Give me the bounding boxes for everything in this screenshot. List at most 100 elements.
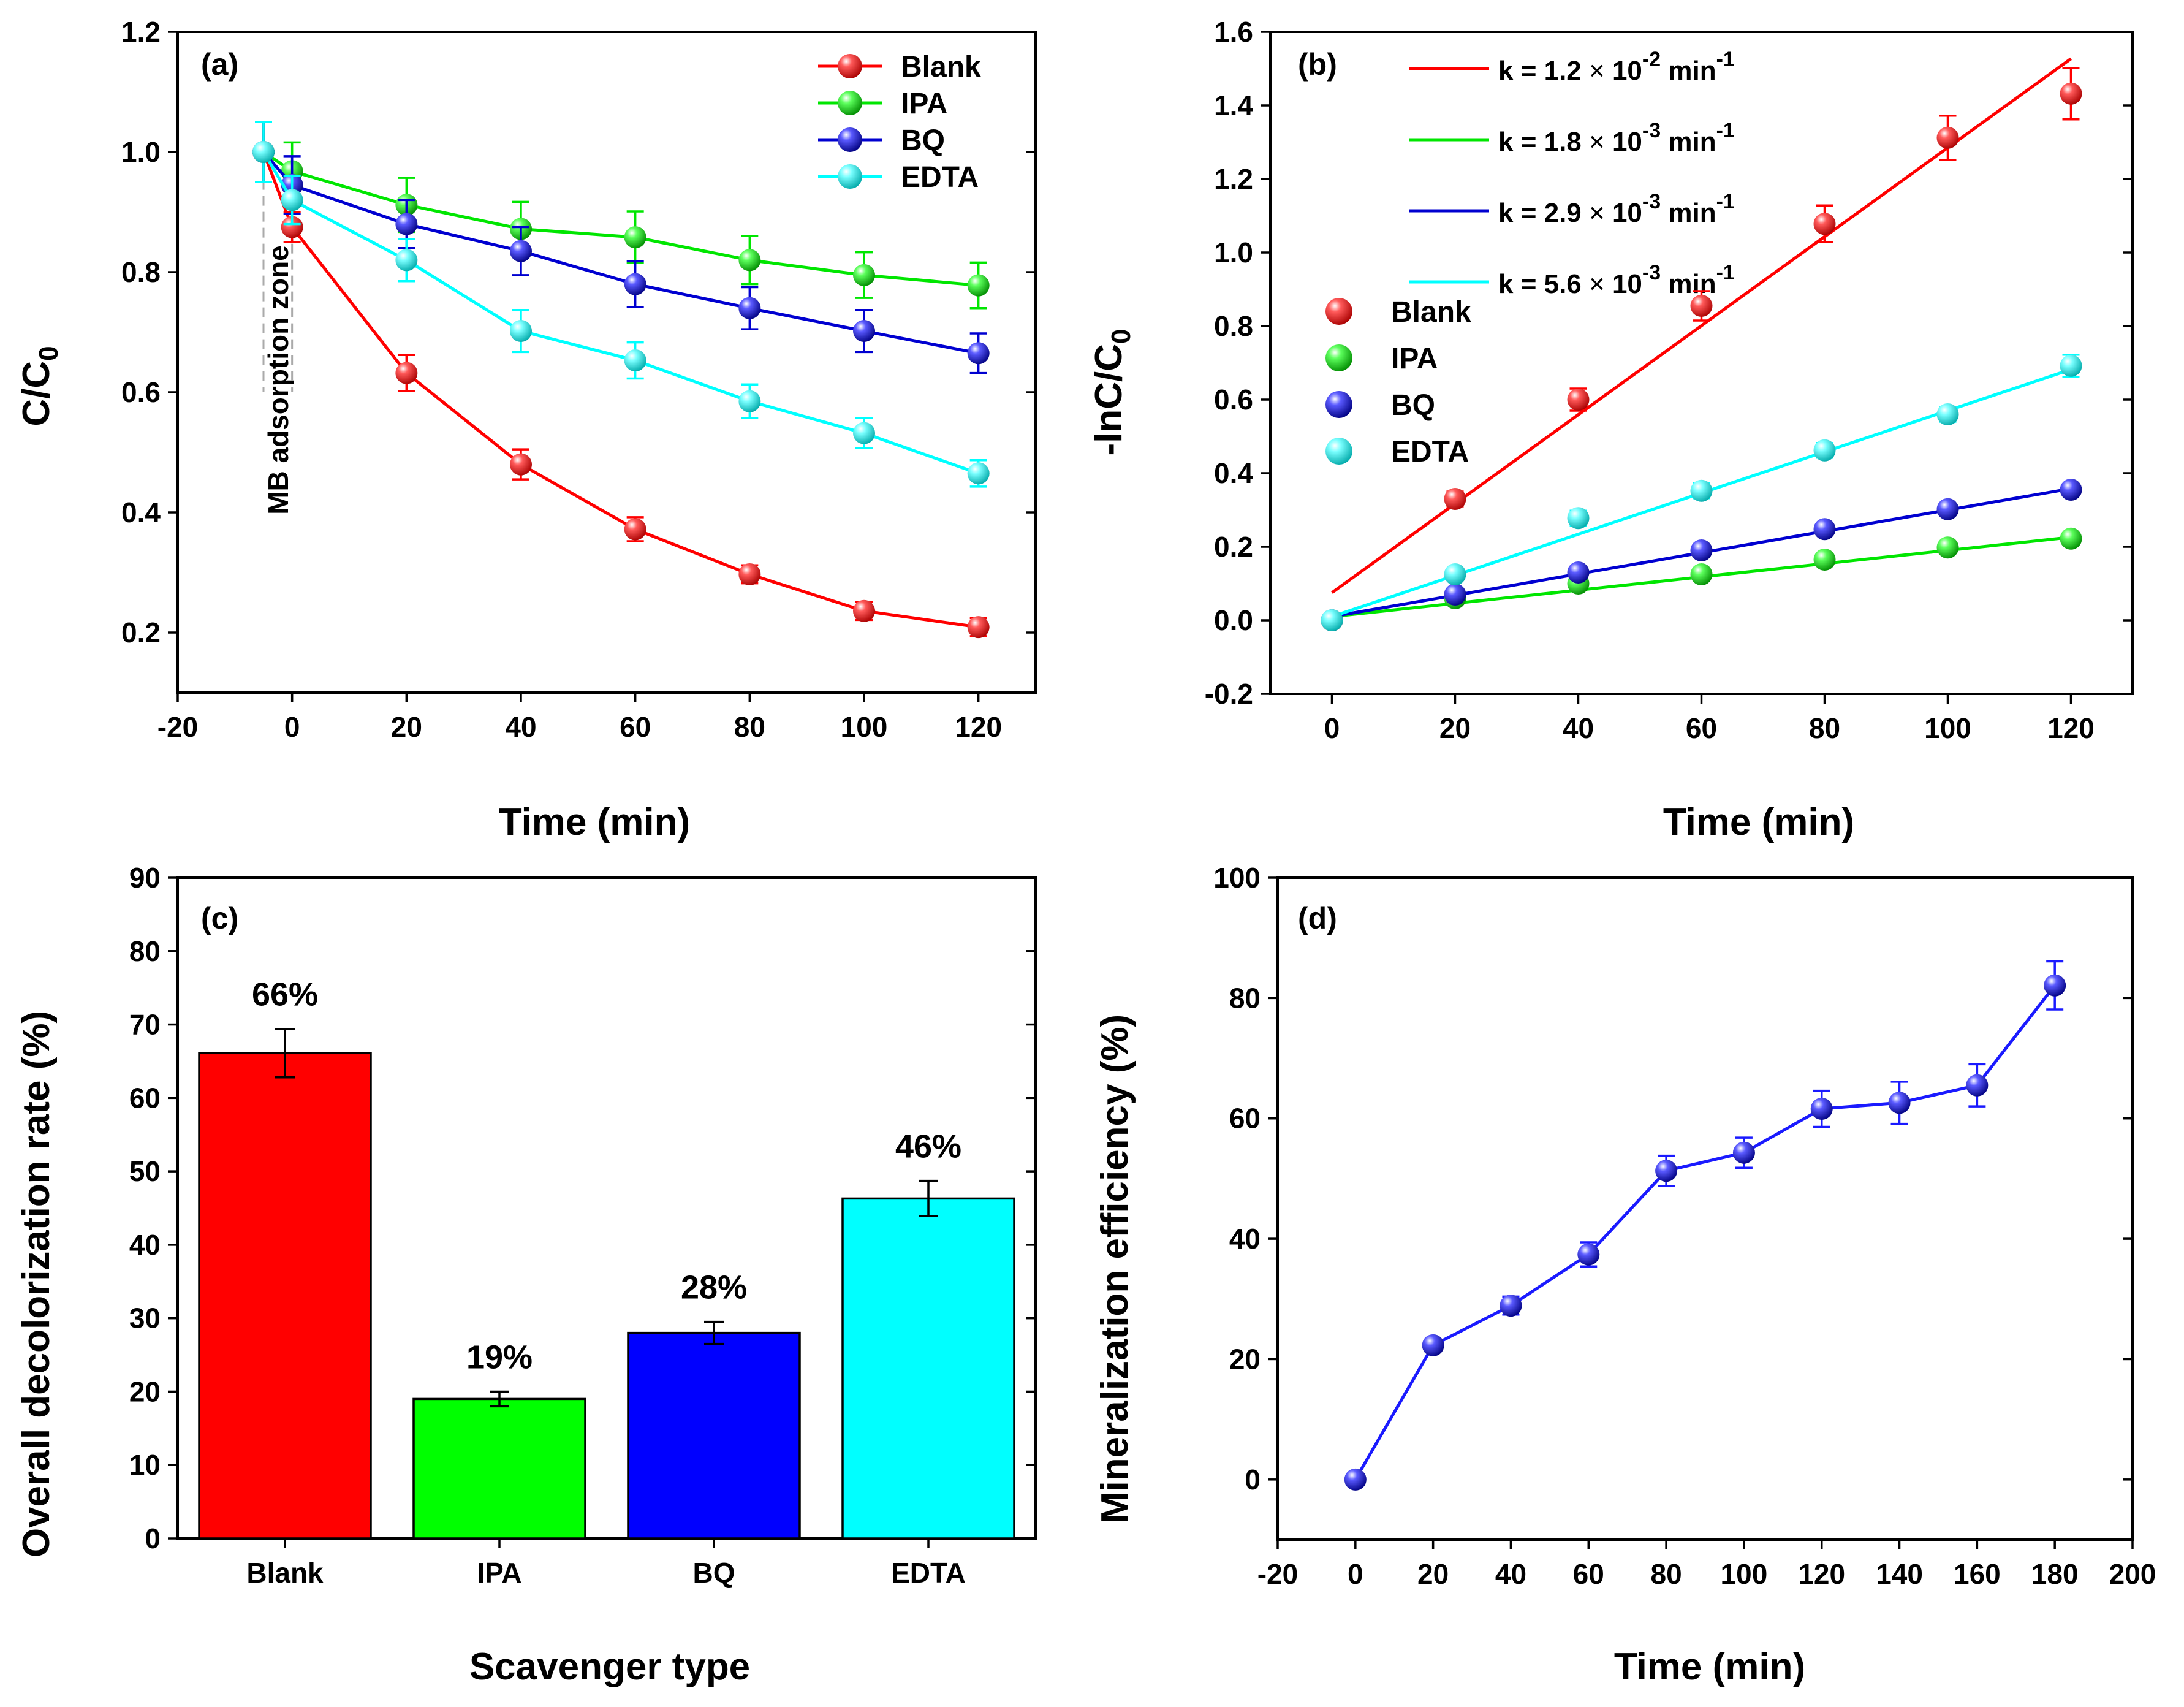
panel-b-y-tick-label: 1.2 xyxy=(1214,163,1253,195)
panel-b-y-tick-label: 1.0 xyxy=(1214,237,1253,268)
panel-d-x-tick-label: 80 xyxy=(1651,1558,1682,1590)
panel-c-error-bar xyxy=(704,1320,724,1345)
panel-d-series-line xyxy=(1354,984,2057,1481)
panel-b-x-tick-label: 100 xyxy=(1924,712,1971,744)
panel-b-y-tick-label: 0.8 xyxy=(1214,310,1253,342)
panel-a-chart: (a) Time (min) C/C0 MB adsorption zone B… xyxy=(15,16,1037,843)
panel-b-data-point xyxy=(1813,549,1836,571)
panel-b-y-axis-title: -lnC/C0 xyxy=(1088,329,1136,455)
panel-b-data-point xyxy=(2060,527,2082,550)
panel-b-legend-marker xyxy=(1325,298,1352,325)
panel-c-error-bar xyxy=(919,1179,938,1217)
panel-a-data-point xyxy=(395,362,418,384)
panel-a-data-point xyxy=(967,616,990,639)
panel-d-data-point xyxy=(1888,1092,1911,1114)
panel-b-y-tick-label: 0.2 xyxy=(1214,531,1253,563)
panel-a-data-point xyxy=(853,599,875,622)
panel-c-label: (c) xyxy=(201,901,238,935)
panel-b-data-point xyxy=(1444,563,1466,585)
panel-a-series-line xyxy=(262,150,979,287)
panel-a-data-point xyxy=(853,422,875,444)
panel-a-data-point xyxy=(395,249,418,272)
panel-c-bar-value-label: 66% xyxy=(252,976,318,1013)
panel-a-x-tick-label: 40 xyxy=(505,711,536,743)
panel-a-data-point xyxy=(510,240,532,262)
panel-d-data-point xyxy=(1810,1098,1833,1120)
panel-c-bar-value-label: 46% xyxy=(895,1128,961,1165)
panel-a-data-point xyxy=(252,141,275,163)
panel-a-data-point xyxy=(853,320,875,343)
panel-b-x-tick-label: 120 xyxy=(2047,712,2095,744)
panel-c-error-bar xyxy=(275,1027,295,1079)
panel-a-y-tick-label: 0.4 xyxy=(121,496,161,528)
panel-a-x-tick-label: 20 xyxy=(391,711,422,743)
panel-a-plot-frame xyxy=(176,31,1037,694)
panel-d-x-tick-label: 20 xyxy=(1417,1558,1449,1590)
panel-a-y-tick-label: 0.8 xyxy=(121,256,161,288)
panel-b-legend-label: IPA xyxy=(1391,343,1438,375)
panel-a-legend-marker xyxy=(838,127,862,152)
panel-b-legend-label: BQ xyxy=(1391,389,1435,422)
panel-b-y-tick-label: 1.4 xyxy=(1214,89,1253,121)
panel-b-data-point xyxy=(1936,536,1959,559)
panel-a-legend-label: EDTA xyxy=(901,161,979,194)
panel-a-data-point xyxy=(738,297,761,319)
panel-c-plot-frame xyxy=(176,876,1037,1540)
panel-c-bar-value-label: 28% xyxy=(681,1269,747,1306)
panel-c-y-tick-label: 20 xyxy=(129,1375,161,1407)
panel-a-data-point xyxy=(967,462,990,485)
panel-c-category-label: IPA xyxy=(477,1557,521,1589)
panel-a-x-tick-label: -20 xyxy=(157,711,198,743)
panel-b-fit-legend-label: k = 5.6 × 10-3 min-1 xyxy=(1498,261,1735,299)
panel-b-x-axis-title: Time (min) xyxy=(1663,801,1854,843)
panel-d-x-tick-label: 160 xyxy=(1954,1558,2001,1590)
panel-d-data-point xyxy=(1577,1243,1600,1266)
panel-c-y-tick-label: 0 xyxy=(145,1523,161,1554)
panel-c-y-tick-label: 10 xyxy=(129,1449,161,1481)
panel-a-data-point xyxy=(281,189,303,211)
panel-d-y-tick-label: 0 xyxy=(1245,1464,1261,1496)
panel-b-series-bq xyxy=(1321,479,2082,631)
panel-a-data-point xyxy=(624,226,646,249)
panel-c-y-axis-title: Overall decolorization rate (%) xyxy=(15,1011,58,1557)
panel-c-y-tick-label: 40 xyxy=(129,1229,161,1261)
panel-c-y-tick-label: 90 xyxy=(129,862,161,894)
panel-d-x-tick-label: -20 xyxy=(1257,1558,1298,1590)
panel-d-data-point xyxy=(2044,974,2066,997)
panel-a-y-tick-label: 0.2 xyxy=(121,617,161,648)
panel-b-label: (b) xyxy=(1298,47,1337,82)
panel-c-category-label: EDTA xyxy=(891,1557,966,1589)
panel-d-data-point xyxy=(1966,1074,1989,1097)
panel-b-data-point xyxy=(2060,479,2082,501)
panel-a-x-axis-title: Time (min) xyxy=(499,801,690,843)
panel-c-error-bar xyxy=(490,1390,509,1408)
panel-b-x-tick-label: 0 xyxy=(1324,712,1340,744)
panel-c-x-axis-title: Scavenger type xyxy=(469,1646,750,1688)
panel-c-bar-blank xyxy=(198,1052,372,1540)
panel-a-data-point xyxy=(967,342,990,365)
panel-c-category-label: BQ xyxy=(693,1557,735,1589)
panel-d-x-tick-label: 0 xyxy=(1348,1558,1363,1590)
panel-a-data-point xyxy=(624,273,646,295)
panel-b-x-tick-label: 20 xyxy=(1439,712,1471,744)
panel-b-legend-marker xyxy=(1325,391,1352,418)
panel-d-x-tick-label: 200 xyxy=(2109,1558,2156,1590)
panel-a-data-point xyxy=(395,213,418,235)
panel-b-data-point xyxy=(1567,507,1590,530)
panel-d-series-mineralization xyxy=(1344,960,2066,1491)
panel-a-y-tick-label: 1.0 xyxy=(121,136,161,168)
panel-d-data-point xyxy=(1344,1468,1367,1491)
panel-b-x-tick-label: 60 xyxy=(1686,712,1717,744)
panel-a-data-point xyxy=(510,453,532,476)
panel-a-data-point xyxy=(738,390,761,412)
panel-a-legend-label: Blank xyxy=(901,51,981,83)
panel-b-chart: (b) Time (min) -lnC/C0 k = 1.2 × 10-2 mi… xyxy=(1088,16,2134,843)
panel-b-y-tick-label: 0.4 xyxy=(1214,457,1253,489)
panel-a-legend: Blank IPA BQ EDTA xyxy=(818,51,981,194)
panel-a-series-edta xyxy=(252,121,990,488)
panel-c-bar-ipa xyxy=(412,1397,586,1540)
panel-b-series-edta xyxy=(1321,354,2082,631)
panel-c-chart: (c) Scavenger type Overall decolorizatio… xyxy=(15,862,1037,1688)
panel-a-series-bq xyxy=(252,121,990,374)
panel-c-y-tick-label: 70 xyxy=(129,1009,161,1041)
